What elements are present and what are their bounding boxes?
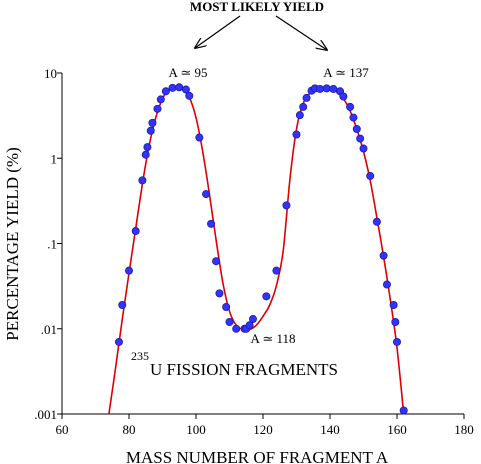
data-point bbox=[359, 144, 368, 153]
data-point bbox=[153, 104, 162, 113]
annotation-isotope-mass: 235 bbox=[131, 349, 149, 363]
data-point bbox=[372, 217, 381, 226]
x-tick-label: 180 bbox=[454, 422, 474, 437]
data-point bbox=[248, 315, 257, 324]
data-point bbox=[222, 302, 231, 311]
annotation-isotope-text: U FISSION FRAGMENTS bbox=[150, 360, 338, 379]
x-ticks: 60 80 100 120 140 160 180 bbox=[56, 414, 474, 437]
data-point bbox=[356, 134, 365, 143]
data-point bbox=[379, 251, 388, 260]
x-tick-label: 100 bbox=[186, 422, 206, 437]
data-point bbox=[299, 102, 308, 111]
data-point bbox=[202, 190, 211, 199]
data-point bbox=[138, 176, 147, 185]
x-tick-label: 160 bbox=[387, 422, 407, 437]
data-point bbox=[225, 317, 234, 326]
data-point bbox=[143, 143, 152, 152]
data-point bbox=[114, 337, 123, 346]
arrow-right bbox=[275, 15, 327, 50]
data-point bbox=[352, 125, 361, 134]
data-point bbox=[399, 406, 408, 415]
data-point bbox=[295, 111, 304, 120]
y-tick-label: .1 bbox=[47, 237, 57, 252]
annotation-peak-left: A ≃ 95 bbox=[168, 65, 207, 80]
data-point bbox=[245, 321, 254, 330]
data-point bbox=[207, 219, 216, 228]
data-points bbox=[114, 83, 408, 415]
y-tick-label: 10 bbox=[44, 66, 57, 81]
data-point bbox=[366, 171, 375, 180]
x-tick-label: 80 bbox=[123, 422, 136, 437]
data-point bbox=[181, 85, 190, 94]
data-point bbox=[125, 266, 134, 275]
x-tick-label: 140 bbox=[320, 422, 340, 437]
data-point bbox=[215, 289, 224, 298]
y-ticks: .001 .01 .1 1 10 bbox=[34, 66, 62, 422]
data-point bbox=[168, 83, 177, 92]
data-point bbox=[302, 93, 311, 102]
data-point bbox=[346, 102, 355, 111]
data-point bbox=[195, 133, 204, 142]
x-tick-label: 120 bbox=[253, 422, 273, 437]
data-point bbox=[282, 201, 291, 210]
data-point bbox=[232, 324, 241, 333]
data-point bbox=[141, 150, 150, 159]
annotation-valley: A ≃ 118 bbox=[250, 331, 295, 346]
data-point bbox=[329, 84, 338, 93]
data-point bbox=[131, 227, 140, 236]
y-axis-label: PERCENTAGE YIELD (%) bbox=[3, 147, 22, 340]
data-point bbox=[156, 95, 165, 104]
data-point bbox=[391, 317, 400, 326]
data-point bbox=[148, 118, 157, 127]
annotation-peak-right: A ≃ 137 bbox=[323, 65, 369, 80]
y-tick-label: 1 bbox=[51, 151, 58, 166]
data-point bbox=[292, 130, 301, 139]
data-point bbox=[212, 257, 221, 266]
arrow-left bbox=[195, 15, 241, 48]
data-point bbox=[146, 126, 155, 135]
data-point bbox=[262, 292, 271, 301]
data-point bbox=[175, 83, 184, 92]
data-point bbox=[392, 337, 401, 346]
y-tick-label: .01 bbox=[41, 322, 57, 337]
data-point bbox=[161, 87, 170, 96]
x-axis-label: MASS NUMBER OF FRAGMENT A bbox=[126, 448, 389, 464]
y-tick-label: .001 bbox=[34, 407, 57, 422]
chart-title: MOST LIKELY YIELD bbox=[190, 0, 324, 14]
data-point bbox=[185, 91, 194, 100]
data-point bbox=[339, 92, 348, 101]
data-point bbox=[389, 300, 398, 309]
x-tick-label: 60 bbox=[56, 422, 69, 437]
data-point bbox=[272, 266, 281, 275]
data-point bbox=[322, 84, 331, 93]
data-point bbox=[382, 280, 391, 289]
data-point bbox=[315, 84, 324, 93]
data-point bbox=[349, 113, 358, 122]
data-point bbox=[118, 300, 127, 309]
